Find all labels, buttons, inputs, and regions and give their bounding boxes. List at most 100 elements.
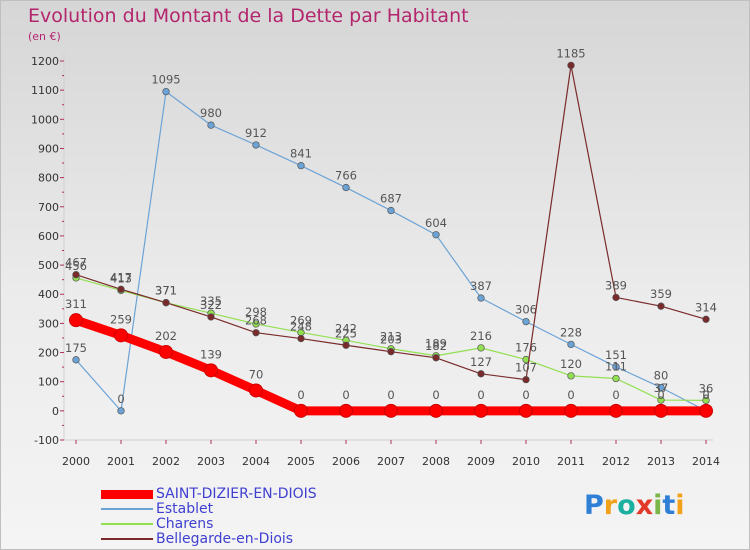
data-point bbox=[297, 334, 305, 343]
x-tick-label: 2011 bbox=[557, 455, 585, 468]
data-point bbox=[609, 403, 623, 418]
logo-letter: t bbox=[662, 490, 676, 521]
data-point bbox=[657, 396, 665, 404]
y-tick-label: -100 bbox=[34, 434, 59, 447]
legend-label: SAINT-DIZIER-EN-DIOIS bbox=[156, 486, 317, 502]
x-tick-label: 2009 bbox=[467, 455, 495, 468]
series-saint-dizier-en-diois: 311 259 202 139 70 0 0 0 0 0 0 0 0 0 0 bbox=[65, 297, 713, 418]
data-label: 0 bbox=[432, 388, 439, 402]
data-point bbox=[342, 183, 350, 192]
x-tick-label: 2000 bbox=[62, 455, 90, 468]
data-label: 413 bbox=[110, 271, 132, 285]
data-point bbox=[477, 344, 485, 352]
data-point bbox=[654, 403, 668, 418]
data-label: 248 bbox=[290, 320, 312, 334]
logo-letter: P bbox=[584, 490, 604, 521]
legend-swatch bbox=[101, 523, 153, 525]
data-label: 456 bbox=[65, 259, 87, 273]
data-label: 0 bbox=[477, 388, 484, 402]
legend-swatch bbox=[101, 508, 153, 510]
data-point bbox=[297, 162, 305, 170]
data-label: 111 bbox=[605, 359, 627, 373]
data-label: 306 bbox=[515, 303, 537, 317]
y-tick-label: 300 bbox=[38, 317, 59, 330]
legend-item: Bellegarde-en-Diois bbox=[101, 531, 293, 547]
data-label: 139 bbox=[200, 347, 222, 361]
data-label: 387 bbox=[470, 279, 492, 293]
data-label: 182 bbox=[425, 339, 447, 353]
y-tick-label: 500 bbox=[38, 259, 59, 272]
chart-unit-label: (en €) bbox=[28, 30, 61, 43]
x-tick-label: 2007 bbox=[377, 455, 405, 468]
data-label: 151 bbox=[605, 348, 627, 362]
data-point bbox=[72, 356, 80, 364]
data-point bbox=[432, 231, 440, 239]
data-label: 70 bbox=[249, 367, 264, 381]
data-point bbox=[564, 403, 578, 418]
data-label: 107 bbox=[515, 361, 537, 375]
data-point bbox=[117, 285, 125, 293]
data-point bbox=[519, 403, 533, 418]
legend-item: Charens bbox=[101, 516, 214, 532]
y-tick-label: 600 bbox=[38, 230, 59, 243]
data-label: 0 bbox=[567, 388, 574, 402]
data-label: 467 bbox=[65, 256, 87, 270]
y-tick-label: 200 bbox=[38, 347, 59, 360]
data-label: 80 bbox=[654, 369, 669, 383]
data-point bbox=[114, 328, 128, 343]
data-point bbox=[429, 403, 443, 418]
x-tick-label: 2004 bbox=[242, 455, 270, 468]
y-tick-label: 1200 bbox=[31, 55, 59, 68]
data-point bbox=[294, 403, 308, 418]
data-point bbox=[522, 376, 530, 384]
data-point bbox=[384, 403, 398, 418]
data-label: 213 bbox=[380, 330, 402, 344]
logo-letter: i bbox=[675, 490, 685, 521]
x-tick-label: 2014 bbox=[692, 455, 720, 468]
x-tick-label: 2006 bbox=[332, 455, 360, 468]
data-point bbox=[387, 206, 395, 215]
data-label: 0 bbox=[522, 388, 529, 402]
y-tick-label: 700 bbox=[38, 201, 59, 214]
data-point bbox=[162, 299, 170, 307]
logo-letter: x bbox=[635, 490, 654, 521]
legend-label: Charens bbox=[156, 516, 214, 532]
data-point bbox=[207, 121, 215, 129]
data-label: 203 bbox=[380, 333, 402, 347]
chart-title: Evolution du Montant de la Dette par Hab… bbox=[28, 5, 469, 27]
y-tick-label: 100 bbox=[38, 376, 59, 389]
data-label: 841 bbox=[290, 147, 312, 161]
data-point bbox=[702, 315, 710, 323]
data-label: 120 bbox=[560, 357, 582, 371]
series-bellegarde-en-diois: 467 417 371 322 268 248 225 203 182 127 107 1185 389… bbox=[65, 46, 717, 384]
data-point bbox=[657, 302, 665, 310]
x-tick-label: 2010 bbox=[512, 455, 540, 468]
data-label: 36 bbox=[699, 381, 714, 395]
data-point bbox=[252, 329, 260, 337]
data-point bbox=[252, 141, 260, 149]
data-point bbox=[612, 293, 620, 302]
data-point bbox=[432, 354, 440, 362]
data-point bbox=[339, 403, 353, 418]
logo-letter: o bbox=[617, 490, 636, 521]
data-label: 242 bbox=[335, 321, 357, 335]
legend-item: Establet bbox=[101, 501, 213, 517]
logo-letter: i bbox=[653, 490, 663, 521]
data-label: 202 bbox=[155, 329, 177, 343]
data-label: 371 bbox=[155, 284, 177, 298]
legend-swatch bbox=[101, 538, 153, 540]
data-label: 359 bbox=[650, 287, 672, 301]
data-label: 37 bbox=[654, 381, 669, 395]
data-label: 389 bbox=[605, 278, 627, 292]
data-label: 268 bbox=[245, 314, 267, 328]
data-point bbox=[159, 344, 173, 359]
data-label: 0 bbox=[342, 388, 349, 402]
data-point bbox=[612, 363, 620, 371]
data-label: 0 bbox=[612, 388, 619, 402]
data-point bbox=[69, 313, 83, 328]
data-label: 311 bbox=[65, 297, 87, 311]
x-tick-label: 2003 bbox=[197, 455, 225, 468]
data-label: 0 bbox=[297, 388, 304, 402]
